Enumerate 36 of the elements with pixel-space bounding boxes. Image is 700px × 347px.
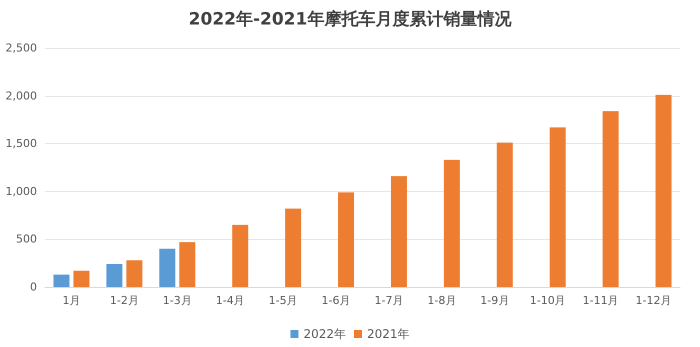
y-tick-label: 1,500 bbox=[6, 137, 37, 150]
legend-label: 2021年 bbox=[367, 327, 410, 341]
bar bbox=[390, 176, 407, 287]
bar bbox=[179, 242, 196, 287]
y-tick-label: 2,500 bbox=[6, 42, 37, 54]
x-tick-label: 1-5月 bbox=[268, 294, 298, 307]
y-tick-label: 1,000 bbox=[6, 184, 37, 198]
y-tick-label: 0 bbox=[30, 280, 37, 294]
x-tick-label: 1-8月 bbox=[427, 294, 456, 307]
bar bbox=[126, 260, 142, 287]
bar bbox=[53, 274, 70, 287]
bar bbox=[656, 94, 672, 287]
x-tick-label: 1-4月 bbox=[216, 294, 245, 307]
x-tick-label: 1-6月 bbox=[322, 294, 351, 307]
x-tick-label: 1-12月 bbox=[636, 294, 672, 307]
bar bbox=[159, 248, 176, 287]
legend-label: 2022年 bbox=[303, 327, 346, 341]
bar bbox=[285, 208, 302, 287]
bar bbox=[73, 270, 90, 287]
bar bbox=[602, 111, 619, 287]
chart-title: 2022年-2021年摩托车月度累计销量情况 bbox=[188, 10, 512, 30]
x-tick-label: 1-9月 bbox=[480, 294, 510, 307]
x-tick-label: 1月 bbox=[62, 294, 80, 307]
x-tick-label: 1-2月 bbox=[110, 294, 139, 307]
x-tick-label: 1-10月 bbox=[530, 294, 566, 307]
bar bbox=[232, 224, 248, 287]
y-tick-label: 500 bbox=[16, 232, 37, 246]
bar bbox=[496, 142, 513, 287]
x-tick-label: 1-7月 bbox=[374, 294, 404, 307]
x-tick-label: 1-3月 bbox=[162, 294, 192, 307]
bar bbox=[444, 160, 460, 287]
bar bbox=[106, 264, 122, 287]
x-tick-label: 1-11月 bbox=[582, 294, 619, 307]
y-tick-label: 2,000 bbox=[6, 89, 37, 102]
bar bbox=[338, 192, 354, 287]
bar bbox=[550, 127, 566, 287]
